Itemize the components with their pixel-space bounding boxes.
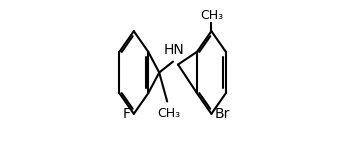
Text: CH₃: CH₃ bbox=[200, 9, 223, 22]
Text: Br: Br bbox=[215, 107, 230, 121]
Text: HN: HN bbox=[164, 43, 185, 57]
Text: F: F bbox=[122, 107, 130, 121]
Text: CH₃: CH₃ bbox=[157, 107, 180, 120]
